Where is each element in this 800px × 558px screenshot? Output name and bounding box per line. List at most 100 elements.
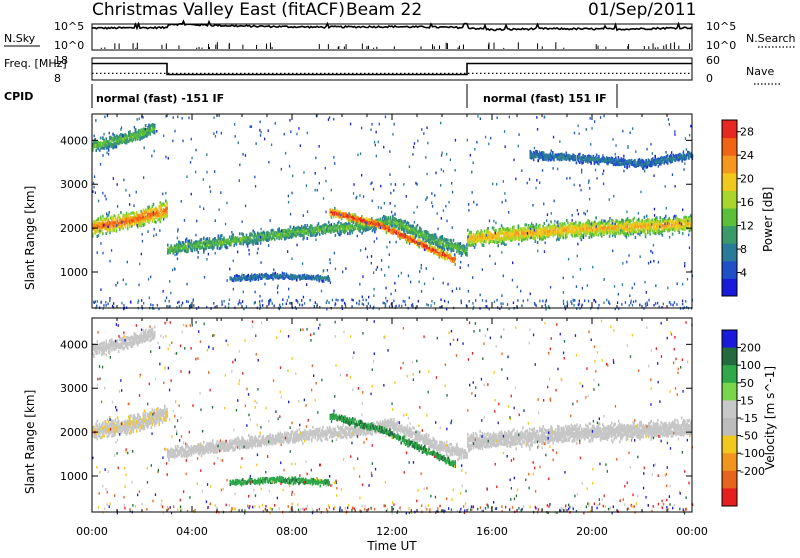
echo-cell [144, 223, 146, 226]
echo-cell [639, 233, 641, 236]
freq-tick-top: 18 [54, 54, 68, 67]
echo-cell [303, 234, 305, 237]
echo-cell [108, 214, 110, 217]
echo-cell [221, 234, 223, 237]
echo-cell [575, 221, 577, 224]
echo-cell [589, 221, 591, 224]
echo-cell [394, 213, 396, 216]
echo-cell [408, 222, 410, 225]
nave-label: Nave [746, 65, 774, 78]
echo-cell [626, 236, 628, 239]
echo-cell [388, 216, 390, 219]
echo-cell [374, 230, 376, 233]
echo-cell [102, 215, 104, 218]
echo-cell [467, 229, 469, 232]
echo-cell [614, 235, 616, 238]
echo-cell [537, 241, 539, 244]
echo-cell [201, 238, 203, 241]
plot-date: 01/Sep/2011 [588, 0, 696, 20]
echo-cell [223, 237, 225, 240]
echo-cell [484, 230, 486, 233]
echo-cell [595, 233, 597, 236]
echo-cell [659, 216, 661, 219]
echo-cell [366, 217, 368, 220]
echo-cell [635, 236, 637, 239]
echo-cell [598, 234, 600, 237]
nsky-line [92, 21, 692, 30]
echo-cell [248, 274, 250, 277]
echo-cell [628, 234, 630, 237]
echo-cell [684, 228, 686, 231]
echo-cell [274, 238, 276, 241]
echo-cell [539, 225, 541, 228]
echo-cell [444, 248, 446, 251]
echo-cell [355, 227, 357, 230]
echo-cell [474, 246, 476, 249]
echo-cell [581, 238, 583, 241]
echo-cell [454, 263, 456, 266]
echo-cell [121, 224, 123, 227]
echo-cell [246, 234, 248, 237]
echo-cell [563, 236, 565, 239]
echo-cell [153, 203, 155, 206]
freq-tick-bottom: 8 [54, 72, 61, 85]
echo-cell [115, 215, 117, 218]
echo-cell [275, 272, 277, 275]
echo-cell [187, 248, 189, 251]
nsearch-tick-top: 10^5 [706, 20, 736, 33]
echo-cell [197, 251, 199, 254]
echo-cell [328, 221, 330, 224]
echo-cell [620, 231, 622, 234]
nave-tick-bottom: 0 [706, 72, 713, 85]
echo-cell [453, 239, 455, 242]
echo-cell [366, 225, 368, 228]
echo-cell [535, 240, 537, 243]
echo-cell [218, 244, 220, 247]
echo-cell [353, 221, 355, 224]
echo-cell [662, 234, 664, 237]
echo-cell [494, 241, 496, 244]
echo-cell [544, 222, 546, 225]
echo-cell [442, 235, 444, 238]
echo-cell [406, 241, 408, 244]
echo-cell [331, 216, 333, 219]
echo-cell [535, 237, 537, 240]
echo-cell [122, 227, 124, 230]
echo-cell [646, 215, 648, 218]
echo-cell [636, 231, 638, 234]
nave-tick-top: 60 [706, 54, 720, 67]
echo-cell [296, 279, 298, 282]
nsky-label: N.Sky [4, 32, 36, 45]
echo-cell [572, 235, 574, 238]
echo-cell [466, 246, 468, 249]
echo-cell [338, 221, 340, 224]
echo-cell [460, 242, 462, 245]
beam-label: Beam 22 [346, 0, 422, 20]
echo-cell [416, 235, 418, 238]
echo-cell [98, 234, 100, 237]
echo-cell [203, 237, 205, 240]
echo-cell [155, 221, 157, 224]
echo-cell [167, 244, 169, 247]
nsky-series [92, 21, 692, 49]
echo-cell [307, 224, 309, 227]
echo-cell [495, 229, 497, 232]
echo-cell [434, 246, 436, 249]
echo-cell [483, 244, 485, 247]
echo-cell [447, 239, 449, 242]
echo-cell [102, 232, 104, 235]
echo-cell [257, 242, 259, 245]
echo-cell [247, 245, 249, 248]
echo-cell [601, 219, 603, 222]
echo-cell [550, 220, 552, 223]
echo-cell [196, 248, 198, 251]
echo-cell [120, 211, 122, 214]
echo-cell [335, 234, 337, 237]
echo-cell [536, 223, 538, 226]
cpid-segment-label: normal (fast) 151 IF [483, 92, 607, 105]
nsearch-label: N.Search [746, 32, 796, 45]
echo-cell [648, 218, 650, 221]
echo-cell [253, 243, 255, 246]
echo-cell [127, 227, 129, 230]
